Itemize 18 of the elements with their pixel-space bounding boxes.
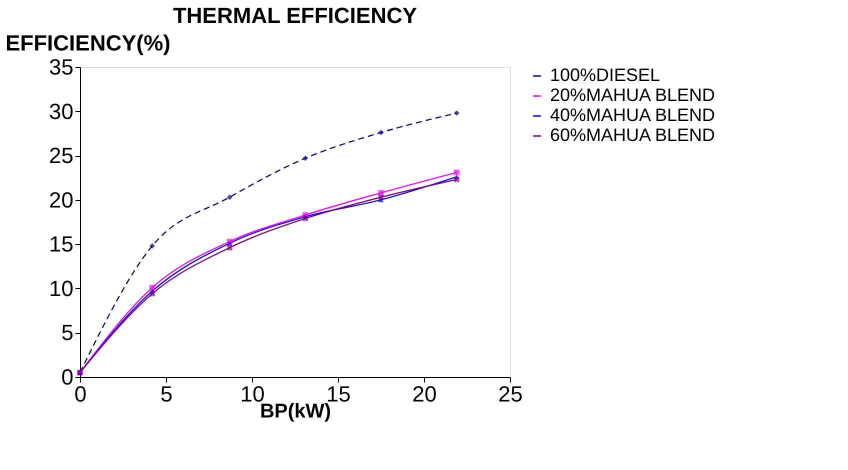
y-tick-label: 35 [49,54,74,80]
x-tick-label: 20 [412,382,437,406]
x-tick-label: 25 [498,382,523,406]
legend-label: 100%DIESEL [550,65,660,85]
y-tick-label: 10 [49,276,74,301]
legend-label: 60%MAHUA BLEND [550,125,716,145]
y-tick-label: 20 [49,187,74,212]
chart-title: THERMAL EFFICIENCY [172,3,418,28]
y-axis-title: EFFICIENCY(%) [6,30,170,56]
x-tick-label: 5 [160,382,173,406]
y-tick-label: 25 [49,143,74,168]
legend-label: 20%MAHUA BLEND [550,85,716,105]
y-tick-label: 30 [49,98,74,124]
legend-label: 40%MAHUA BLEND [550,105,716,125]
y-tick-label: 15 [49,232,74,257]
y-tick-label: 5 [61,320,74,346]
y-tick-label: 0 [61,364,74,390]
x-axis-title: BP(kW) [260,400,332,422]
